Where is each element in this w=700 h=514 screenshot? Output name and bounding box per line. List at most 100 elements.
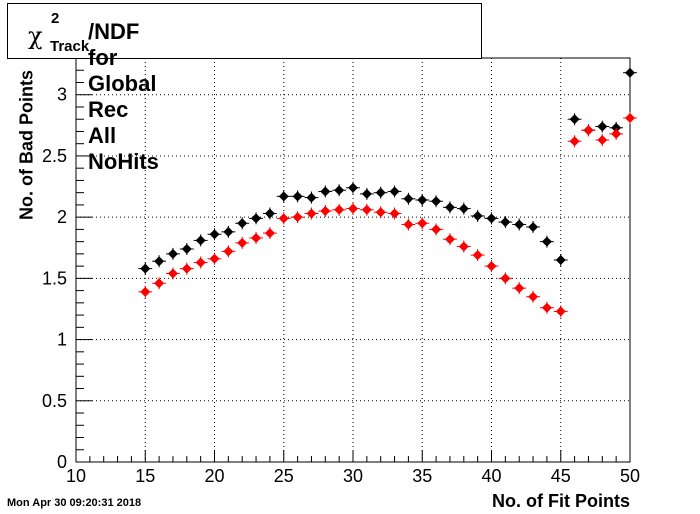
data-point [193,234,208,247]
data-point [470,209,485,222]
point-marker [320,206,331,217]
y-tick-label: 1.5 [42,268,67,288]
data-point [359,203,374,216]
data-point [318,205,333,218]
data-point [152,277,167,290]
point-marker [569,136,580,147]
data-point [179,262,194,275]
data-point [332,203,347,216]
data-point [318,185,333,198]
data-point [346,181,360,194]
point-marker [528,221,539,232]
point-marker [500,217,511,228]
data-point [304,191,319,204]
data-point [470,249,485,262]
point-marker [251,213,262,224]
y-tick-label: 2 [57,207,67,227]
data-point [429,223,444,236]
data-point [359,187,374,200]
y-tick-label: 0.5 [42,391,67,411]
point-marker [611,122,622,133]
point-marker [597,135,608,146]
point-marker [306,208,317,219]
y-tick-label: 2.5 [42,146,67,166]
y-axis-label: No. of Bad Points [16,70,37,220]
x-tick-label: 10 [66,466,86,486]
point-marker [403,193,414,204]
point-marker [334,185,345,196]
data-point [152,255,167,268]
title-text: /NDF for Global Rec All NoHits [88,19,159,174]
point-marker [555,255,566,265]
point-marker [583,125,594,136]
point-marker [167,248,178,259]
point-marker [417,218,428,229]
point-marker [195,235,206,246]
point-marker [306,192,317,203]
data-point [249,231,263,244]
point-marker [320,186,331,197]
point-marker [292,191,303,202]
data-point [456,240,471,253]
data-point [387,185,402,198]
x-tick-label: 25 [274,466,294,486]
point-marker [237,218,248,229]
point-marker [223,226,234,237]
point-marker [181,243,192,254]
data-point [553,305,568,318]
point-marker [597,121,608,132]
point-marker [195,257,206,268]
data-point [166,247,180,260]
data-point [221,245,236,258]
data-point [276,212,291,225]
point-marker [431,196,442,207]
y-tick-label: 0 [57,452,67,472]
point-marker [389,208,400,219]
point-marker [264,228,275,239]
data-point [595,120,610,133]
x-tick-label: 45 [551,466,571,486]
point-marker [528,291,539,302]
data-point [262,227,277,240]
data-point [526,290,540,303]
data-point [512,218,527,231]
point-marker [361,204,372,215]
point-marker [611,128,622,139]
data-point [138,262,153,275]
data-point [581,124,596,137]
data-point [179,242,194,255]
title-superscript: 2 [51,10,60,27]
point-marker [389,186,400,197]
point-marker [251,232,262,243]
point-marker [472,210,483,221]
data-point [373,186,388,199]
point-marker [541,236,552,247]
tick-labels: 10 15 20 25 30 35 40 45 50 0 0.5 1 1.5 2 2.5 3 [42,85,640,486]
data-point [609,127,624,140]
point-marker [167,268,178,279]
data-point [290,211,305,224]
point-marker [292,212,303,223]
point-marker [361,188,372,199]
x-tick-label: 30 [343,466,363,486]
point-marker [431,224,442,235]
data-point [138,285,153,298]
point-marker [472,250,483,261]
title-chi-symbol: χ [28,22,43,50]
point-marker [154,278,165,289]
series-2 [138,111,637,318]
data-point [235,236,250,249]
data-point [207,252,222,265]
data-point [623,111,637,124]
series-1 [138,66,637,275]
data-point [498,216,513,229]
data-point [539,235,554,248]
point-marker [444,202,455,213]
point-marker [209,253,220,264]
data-point [443,233,457,246]
point-marker [154,256,165,267]
data-point [609,121,624,134]
ticks [75,57,631,463]
x-tick-label: 50 [620,466,640,486]
